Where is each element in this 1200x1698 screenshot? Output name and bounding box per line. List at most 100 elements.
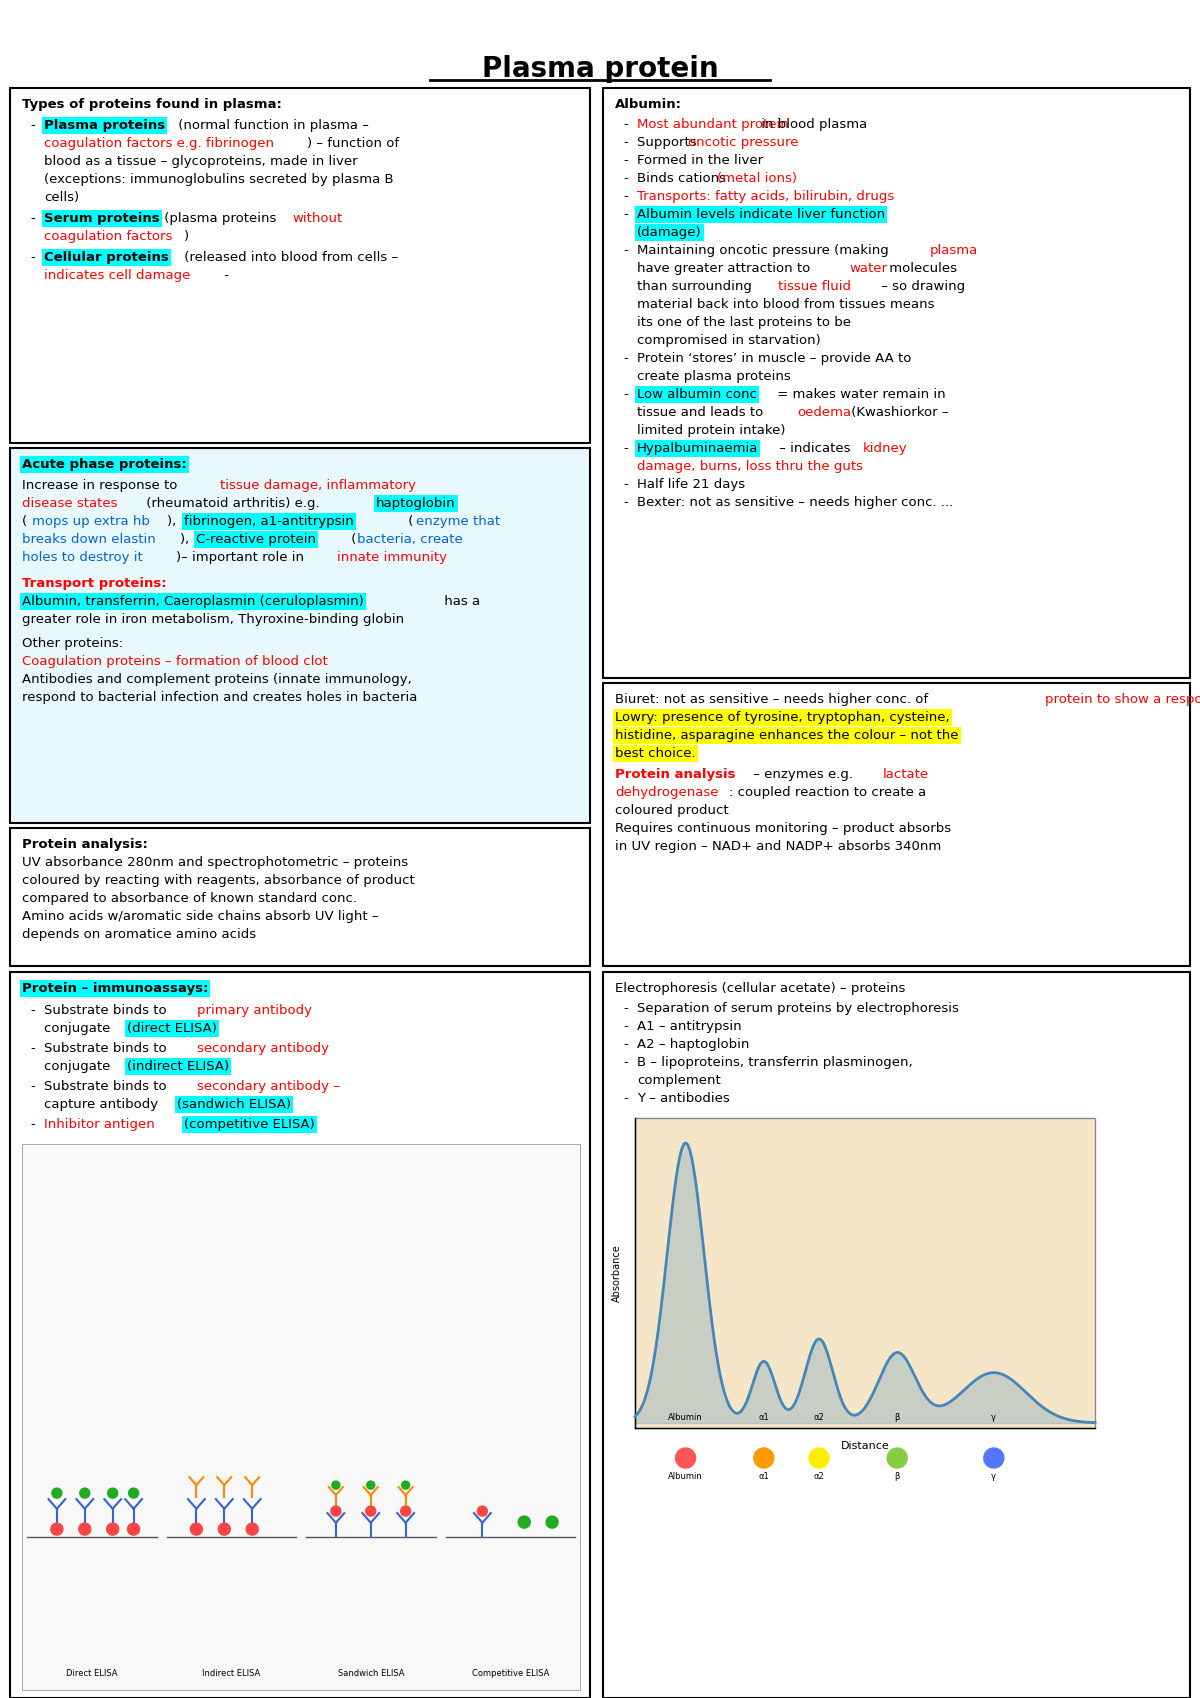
Text: ),: ), — [167, 514, 180, 528]
Text: (exceptions: immunoglobulins secreted by plasma B: (exceptions: immunoglobulins secreted by… — [44, 173, 394, 187]
Text: Substrate binds to: Substrate binds to — [44, 1043, 170, 1054]
Text: create plasma proteins: create plasma proteins — [637, 370, 791, 384]
Text: Acute phase proteins:: Acute phase proteins: — [22, 458, 187, 470]
Circle shape — [676, 1448, 696, 1469]
Text: respond to bacterial infection and creates holes in bacteria: respond to bacterial infection and creat… — [22, 691, 418, 705]
Text: (: ( — [347, 533, 356, 547]
Text: Requires continuous monitoring – product absorbs: Requires continuous monitoring – product… — [616, 822, 952, 835]
Text: coagulation factors e.g. fibrinogen: coagulation factors e.g. fibrinogen — [44, 138, 274, 149]
Circle shape — [809, 1448, 829, 1469]
Text: coloured product: coloured product — [616, 803, 728, 817]
Text: C-reactive protein: C-reactive protein — [196, 533, 316, 547]
Text: = makes water remain in: = makes water remain in — [773, 389, 946, 401]
Text: secondary antibody –: secondary antibody – — [197, 1080, 340, 1094]
Text: Serum proteins: Serum proteins — [44, 212, 160, 226]
Text: (indirect ELISA): (indirect ELISA) — [127, 1060, 229, 1073]
Text: Albumin: Albumin — [668, 1472, 703, 1481]
Circle shape — [246, 1523, 258, 1535]
Text: (sandwich ELISA): (sandwich ELISA) — [178, 1099, 292, 1110]
Text: (plasma proteins: (plasma proteins — [160, 212, 281, 226]
Text: Transport proteins:: Transport proteins: — [22, 577, 167, 589]
Text: compromised in starvation): compromised in starvation) — [637, 335, 821, 346]
Text: innate immunity: innate immunity — [337, 550, 446, 564]
Text: Protein analysis:: Protein analysis: — [22, 839, 148, 851]
Text: -: - — [623, 1020, 628, 1032]
Bar — [10, 448, 590, 824]
Text: Albumin, transferrin, Caeroplasmin (ceruloplasmin): Albumin, transferrin, Caeroplasmin (ceru… — [22, 594, 364, 608]
Text: α1: α1 — [758, 1413, 769, 1421]
Text: -: - — [30, 1043, 35, 1054]
Text: Other proteins:: Other proteins: — [22, 637, 124, 650]
Text: Distance: Distance — [841, 1442, 889, 1452]
Text: its one of the last proteins to be: its one of the last proteins to be — [637, 316, 851, 329]
Text: – enzymes e.g.: – enzymes e.g. — [749, 767, 857, 781]
Text: Substrate binds to: Substrate binds to — [44, 1004, 170, 1017]
Text: (rheumatoid arthritis) e.g.: (rheumatoid arthritis) e.g. — [142, 498, 324, 509]
Text: complement: complement — [637, 1075, 721, 1087]
Bar — [604, 971, 1190, 1698]
Text: ): ) — [184, 229, 190, 243]
Text: Most abundant protein: Most abundant protein — [637, 117, 788, 131]
Text: Increase in response to: Increase in response to — [22, 479, 181, 492]
Circle shape — [108, 1487, 118, 1498]
Text: tissue damage, inflammatory: tissue damage, inflammatory — [220, 479, 416, 492]
Text: α2: α2 — [814, 1472, 824, 1481]
Text: Binds cations: Binds cations — [637, 171, 731, 185]
Circle shape — [887, 1448, 907, 1469]
Text: B – lipoproteins, transferrin plasminogen,: B – lipoproteins, transferrin plasminoge… — [637, 1056, 913, 1070]
Circle shape — [127, 1523, 139, 1535]
Text: Plasma proteins: Plasma proteins — [44, 119, 166, 132]
Text: (released into blood from cells –: (released into blood from cells – — [180, 251, 398, 263]
Text: Protein ‘stores’ in muscle – provide AA to: Protein ‘stores’ in muscle – provide AA … — [637, 351, 911, 365]
Text: -: - — [623, 351, 628, 365]
Text: oncotic pressure: oncotic pressure — [689, 136, 799, 149]
Text: disease states: disease states — [22, 498, 118, 509]
Text: )– important role in: )– important role in — [176, 550, 308, 564]
Text: mops up extra hb: mops up extra hb — [32, 514, 150, 528]
Bar — [604, 683, 1190, 966]
Text: compared to absorbance of known standard conc.: compared to absorbance of known standard… — [22, 891, 358, 905]
Text: -: - — [30, 251, 35, 263]
Text: Sandwich ELISA: Sandwich ELISA — [337, 1669, 404, 1678]
Text: best choice.: best choice. — [616, 747, 696, 761]
Bar — [10, 971, 590, 1698]
Text: than surrounding: than surrounding — [637, 280, 756, 294]
Text: in UV region – NAD+ and NADP+ absorbs 340nm: in UV region – NAD+ and NADP+ absorbs 34… — [616, 841, 941, 852]
Text: -: - — [623, 207, 628, 221]
Text: β: β — [894, 1472, 900, 1481]
Circle shape — [128, 1487, 139, 1498]
Text: -: - — [623, 1092, 628, 1105]
Text: -: - — [30, 119, 35, 132]
Text: Separation of serum proteins by electrophoresis: Separation of serum proteins by electrop… — [637, 1002, 959, 1015]
Bar — [604, 88, 1190, 678]
Circle shape — [546, 1516, 558, 1528]
Text: (Kwashiorkor –: (Kwashiorkor – — [847, 406, 948, 419]
Text: blood as a tissue – glycoproteins, made in liver: blood as a tissue – glycoproteins, made … — [44, 155, 358, 168]
Text: Biuret: not as sensitive – needs higher conc. of: Biuret: not as sensitive – needs higher … — [616, 693, 932, 706]
Text: -: - — [623, 117, 628, 131]
Text: Albumin:: Albumin: — [616, 98, 682, 110]
Text: Maintaining oncotic pressure (making: Maintaining oncotic pressure (making — [637, 245, 893, 256]
Circle shape — [478, 1506, 487, 1516]
Bar — [635, 1117, 1096, 1428]
Text: A2 – haptoglobin: A2 – haptoglobin — [637, 1037, 749, 1051]
Circle shape — [984, 1448, 1003, 1469]
Text: tissue and leads to: tissue and leads to — [637, 406, 768, 419]
Text: γ: γ — [991, 1413, 996, 1421]
Text: -: - — [623, 155, 628, 166]
Text: Electrophoresis (cellular acetate) – proteins: Electrophoresis (cellular acetate) – pro… — [616, 981, 905, 995]
Text: α2: α2 — [814, 1413, 824, 1421]
Text: oedema: oedema — [797, 406, 851, 419]
Text: -: - — [623, 1037, 628, 1051]
Text: ),: ), — [180, 533, 193, 547]
Text: haptoglobin: haptoglobin — [376, 498, 456, 509]
Text: -: - — [623, 190, 628, 204]
Circle shape — [401, 1506, 410, 1516]
Text: – indicates: – indicates — [775, 441, 854, 455]
Text: -: - — [623, 1002, 628, 1015]
Text: Low albumin conc: Low albumin conc — [637, 389, 757, 401]
Text: Protein – immunoassays:: Protein – immunoassays: — [22, 981, 209, 995]
Text: Coagulation proteins – formation of blood clot: Coagulation proteins – formation of bloo… — [22, 655, 328, 667]
Circle shape — [518, 1516, 530, 1528]
Text: Hypalbuminaemia: Hypalbuminaemia — [637, 441, 758, 455]
